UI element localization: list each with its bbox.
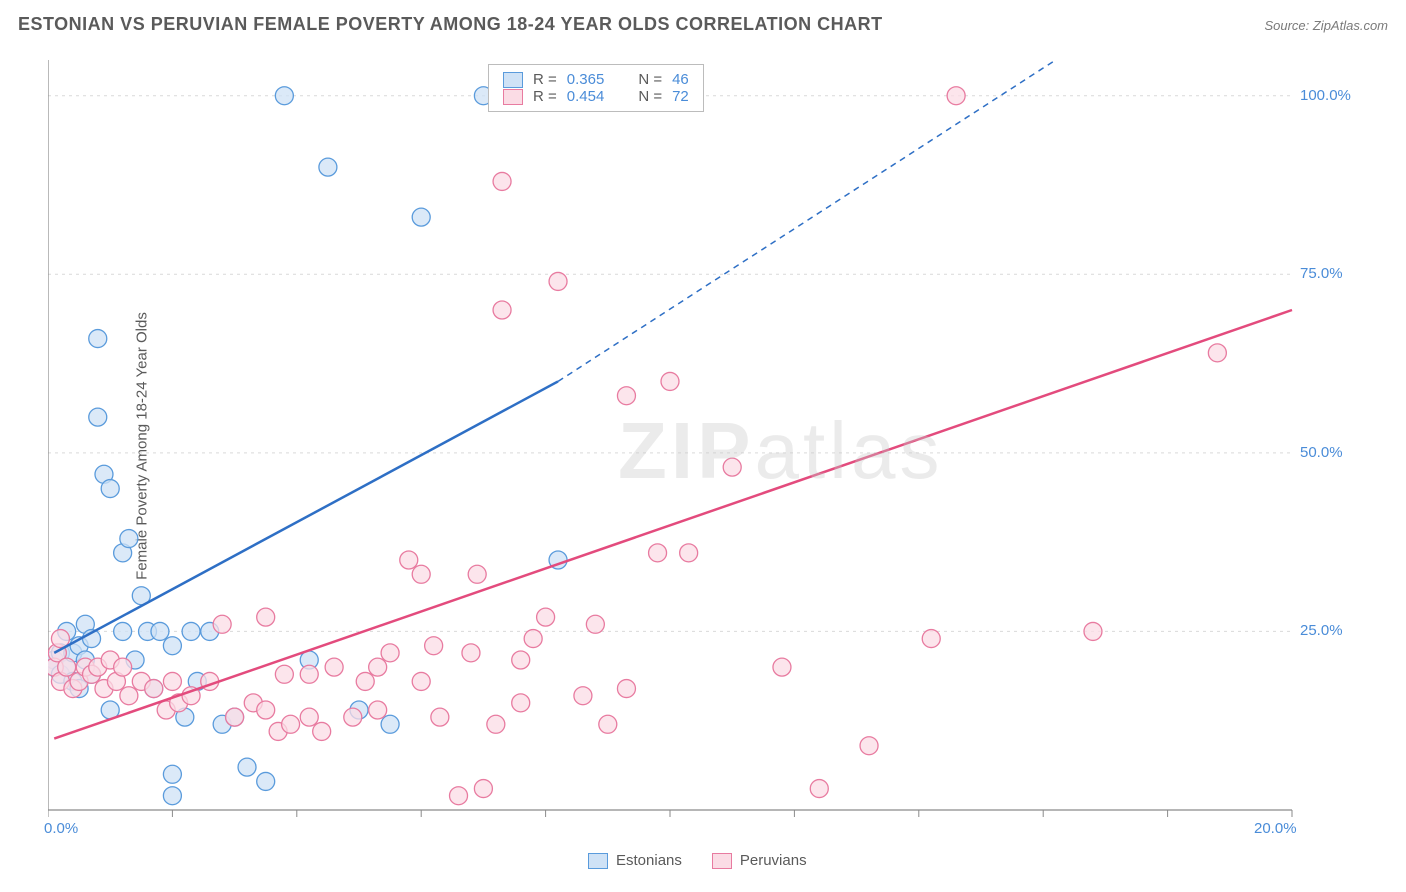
series-legend-item: Estonians xyxy=(588,852,682,869)
x-tick-label: 20.0% xyxy=(1254,820,1297,837)
chart-title: ESTONIAN VS PERUVIAN FEMALE POVERTY AMON… xyxy=(18,14,883,35)
n-value: 72 xyxy=(672,88,689,105)
r-label: R = xyxy=(533,88,557,105)
r-value: 0.454 xyxy=(567,88,605,105)
legend-swatch xyxy=(712,853,732,869)
r-label: R = xyxy=(533,71,557,88)
x-tick-label: 0.0% xyxy=(44,820,78,837)
source-label: Source: ZipAtlas.com xyxy=(1264,18,1388,33)
legend-swatch xyxy=(588,853,608,869)
r-value: 0.365 xyxy=(567,71,605,88)
series-legend-item: Peruvians xyxy=(712,852,807,869)
scatter-svg xyxy=(48,60,1384,850)
plot-area: ZIPatlas R = 0.365 N = 46 R = 0.454 N = … xyxy=(48,60,1384,850)
y-tick-label: 75.0% xyxy=(1300,265,1343,282)
n-label: N = xyxy=(638,88,662,105)
series-name: Peruvians xyxy=(740,852,807,869)
stats-legend: R = 0.365 N = 46 R = 0.454 N = 72 xyxy=(488,64,704,112)
legend-swatch xyxy=(503,72,523,88)
legend-row: R = 0.365 N = 46 xyxy=(503,71,689,88)
legend-row: R = 0.454 N = 72 xyxy=(503,88,689,105)
series-name: Estonians xyxy=(616,852,682,869)
n-value: 46 xyxy=(672,71,689,88)
y-tick-label: 100.0% xyxy=(1300,87,1351,104)
series-legend: Estonians Peruvians xyxy=(588,852,807,869)
y-tick-label: 25.0% xyxy=(1300,622,1343,639)
y-tick-label: 50.0% xyxy=(1300,444,1343,461)
legend-swatch xyxy=(503,89,523,105)
n-label: N = xyxy=(638,71,662,88)
